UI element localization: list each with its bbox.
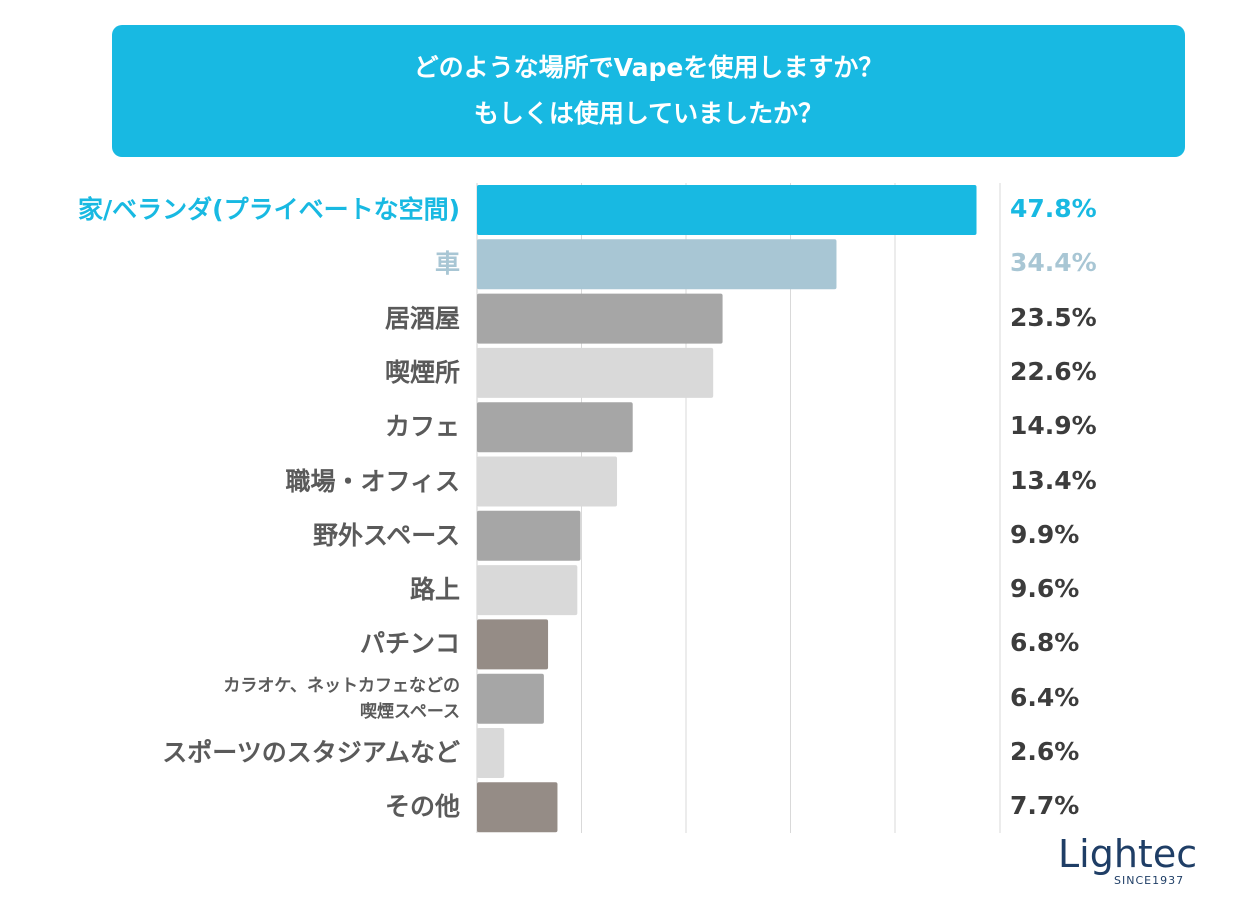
lightec-logo: Lightec SINCE1937 [1058,832,1198,892]
bar-1 [477,185,977,235]
category-label: 職場・オフィス [285,466,460,496]
value-label: 9.9% [1010,519,1080,549]
bar-4 [477,347,714,398]
bar-12 [477,782,558,833]
chart-title-line-1: どのような場所でVapeを使用しますか？ [413,53,884,82]
category-label: 車 [434,249,460,279]
chart-title-banner: どのような場所でVapeを使用しますか？ もしくは使用していましたか？ [112,25,1185,157]
value-label: 23.5% [1010,302,1097,332]
logo-wordmark: Lightec [1058,832,1198,876]
value-label: 6.8% [1010,628,1080,658]
value-label: 14.9% [1010,411,1097,441]
category-label: 家/ベランダ(プライベートな空間) [78,195,460,224]
category-label: カラオケ、ネットカフェなどの喫煙スペース [223,673,460,725]
category-label: 喫煙所 [384,357,460,387]
bar-5 [477,402,633,453]
value-label: 6.4% [1010,682,1080,712]
bar-2 [477,239,837,290]
bar-6 [477,456,618,507]
category-label: 路上 [409,575,460,605]
value-label: 7.7% [1010,791,1080,821]
chart-title-line-2: もしくは使用していましたか？ [473,99,824,128]
category-label: 居酒屋 [384,303,460,333]
category-label-line: カラオケ、ネットカフェなどの [223,675,460,696]
category-label: パチンコ [359,629,460,659]
value-label: 47.8% [1010,194,1097,223]
value-label: 9.6% [1010,574,1080,604]
value-label: 13.4% [1010,465,1097,495]
bar-8 [477,565,578,616]
bar-9 [477,619,549,670]
bar-11 [477,728,505,778]
category-label: スポーツのスタジアムなど [162,738,460,767]
category-label: 野外スペース [312,520,460,550]
bar-10 [477,673,544,724]
value-label: 22.6% [1010,356,1097,386]
value-label: 34.4% [1010,248,1097,278]
category-label-line: 喫煙スペース [360,701,460,722]
category-label: カフェ [384,412,460,442]
value-label: 2.6% [1010,737,1080,766]
bar-3 [477,293,723,344]
logo-tagline: SINCE1937 [1114,874,1185,887]
category-label: その他 [384,792,460,822]
bar-7 [477,510,581,561]
